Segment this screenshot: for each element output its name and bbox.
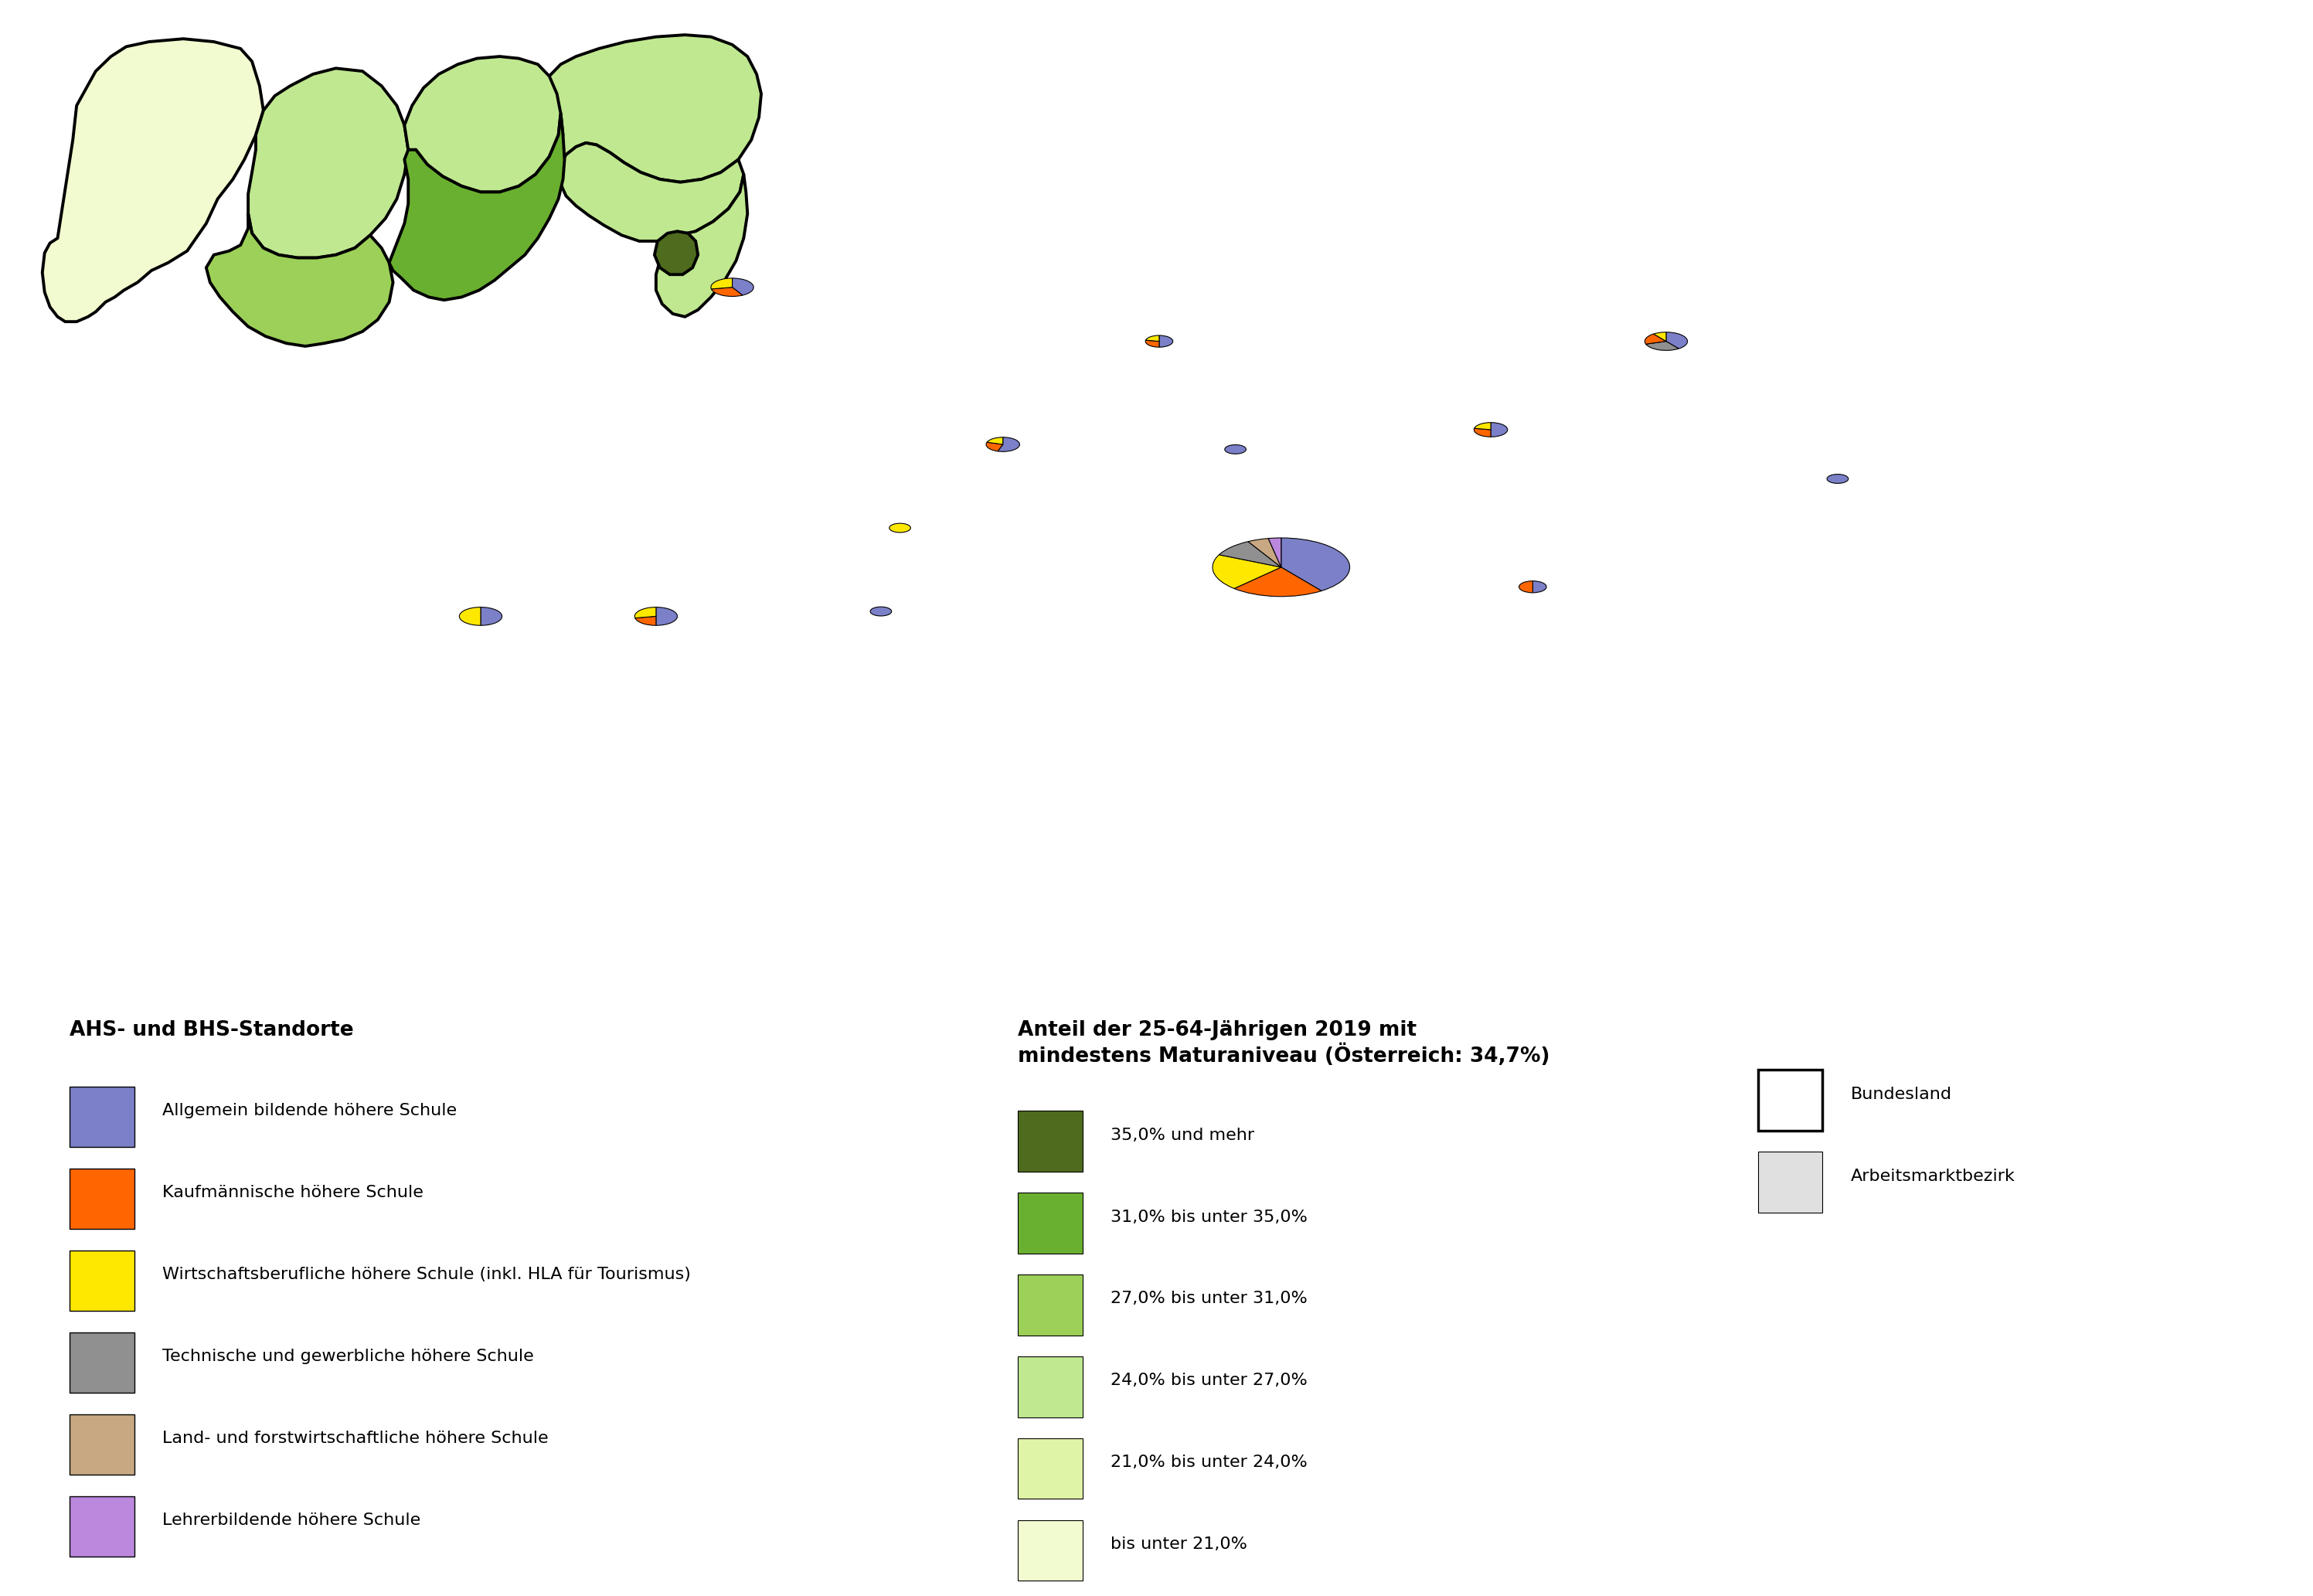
- FancyBboxPatch shape: [69, 1168, 134, 1229]
- Wedge shape: [1473, 428, 1492, 437]
- FancyBboxPatch shape: [1018, 1192, 1082, 1253]
- Polygon shape: [247, 69, 409, 259]
- Wedge shape: [1235, 567, 1321, 597]
- Wedge shape: [733, 278, 754, 295]
- Wedge shape: [1159, 335, 1173, 348]
- Wedge shape: [988, 437, 1004, 444]
- Text: Kaufmännische höhere Schule: Kaufmännische höhere Schule: [162, 1184, 423, 1200]
- Text: Land- und forstwirtschaftliche höhere Schule: Land- und forstwirtschaftliche höhere Sc…: [162, 1430, 548, 1446]
- FancyBboxPatch shape: [1758, 1152, 1823, 1213]
- Text: 24,0% bis unter 27,0%: 24,0% bis unter 27,0%: [1110, 1373, 1307, 1389]
- Polygon shape: [548, 35, 761, 182]
- Text: Technische und gewerbliche höhere Schule: Technische und gewerbliche höhere Schule: [162, 1349, 534, 1365]
- Wedge shape: [1281, 538, 1351, 591]
- Polygon shape: [657, 174, 747, 316]
- Wedge shape: [481, 606, 502, 626]
- Wedge shape: [1473, 423, 1492, 429]
- Wedge shape: [1665, 332, 1688, 348]
- Wedge shape: [636, 616, 657, 626]
- FancyBboxPatch shape: [69, 1414, 134, 1475]
- Wedge shape: [1534, 581, 1547, 592]
- Text: 27,0% bis unter 31,0%: 27,0% bis unter 31,0%: [1110, 1291, 1307, 1307]
- Text: AHS- und BHS-Standorte: AHS- und BHS-Standorte: [69, 1020, 354, 1041]
- FancyBboxPatch shape: [1018, 1357, 1082, 1417]
- Wedge shape: [657, 606, 678, 626]
- FancyBboxPatch shape: [1018, 1438, 1082, 1499]
- FancyBboxPatch shape: [1018, 1111, 1082, 1171]
- Wedge shape: [1645, 334, 1665, 345]
- Polygon shape: [655, 231, 699, 275]
- Polygon shape: [42, 38, 264, 322]
- Wedge shape: [1647, 342, 1679, 351]
- Text: Arbeitsmarktbezirk: Arbeitsmarktbezirk: [1850, 1168, 2015, 1184]
- Wedge shape: [997, 437, 1020, 452]
- Wedge shape: [712, 287, 742, 297]
- Wedge shape: [1145, 335, 1159, 342]
- Text: Lehrerbildende höhere Schule: Lehrerbildende höhere Schule: [162, 1513, 421, 1527]
- Text: Bundesland: Bundesland: [1850, 1087, 1952, 1101]
- Text: 21,0% bis unter 24,0%: 21,0% bis unter 24,0%: [1110, 1456, 1307, 1470]
- Wedge shape: [1654, 332, 1665, 342]
- Text: Allgemein bildende höhere Schule: Allgemein bildende höhere Schule: [162, 1103, 456, 1119]
- Text: 31,0% bis unter 35,0%: 31,0% bis unter 35,0%: [1110, 1210, 1307, 1224]
- Text: Wirtschaftsberufliche höhere Schule (inkl. HLA für Tourismus): Wirtschaftsberufliche höhere Schule (ink…: [162, 1267, 689, 1282]
- FancyBboxPatch shape: [69, 1495, 134, 1556]
- Polygon shape: [405, 56, 560, 192]
- Polygon shape: [206, 214, 393, 346]
- Wedge shape: [888, 523, 911, 533]
- Polygon shape: [560, 144, 745, 241]
- Polygon shape: [389, 113, 564, 300]
- Text: bis unter 21,0%: bis unter 21,0%: [1110, 1537, 1247, 1553]
- FancyBboxPatch shape: [69, 1333, 134, 1393]
- Wedge shape: [460, 606, 481, 626]
- Wedge shape: [1249, 538, 1281, 567]
- Wedge shape: [634, 606, 657, 618]
- Text: 35,0% und mehr: 35,0% und mehr: [1110, 1127, 1254, 1143]
- Text: Anteil der 25-64-Jährigen 2019 mit
mindestens Maturaniveau (Österreich: 34,7%): Anteil der 25-64-Jährigen 2019 mit minde…: [1018, 1020, 1550, 1066]
- Wedge shape: [1827, 474, 1848, 484]
- Wedge shape: [1212, 555, 1281, 589]
- FancyBboxPatch shape: [69, 1250, 134, 1310]
- Wedge shape: [1520, 581, 1534, 592]
- FancyBboxPatch shape: [69, 1087, 134, 1148]
- Wedge shape: [870, 606, 891, 616]
- Wedge shape: [985, 442, 1004, 452]
- Wedge shape: [1492, 423, 1508, 437]
- FancyBboxPatch shape: [1758, 1069, 1823, 1130]
- FancyBboxPatch shape: [1018, 1519, 1082, 1580]
- Wedge shape: [1145, 340, 1159, 348]
- FancyBboxPatch shape: [1018, 1275, 1082, 1336]
- Wedge shape: [710, 278, 733, 289]
- Wedge shape: [1219, 541, 1281, 567]
- Wedge shape: [1268, 538, 1281, 567]
- Wedge shape: [1224, 445, 1247, 453]
